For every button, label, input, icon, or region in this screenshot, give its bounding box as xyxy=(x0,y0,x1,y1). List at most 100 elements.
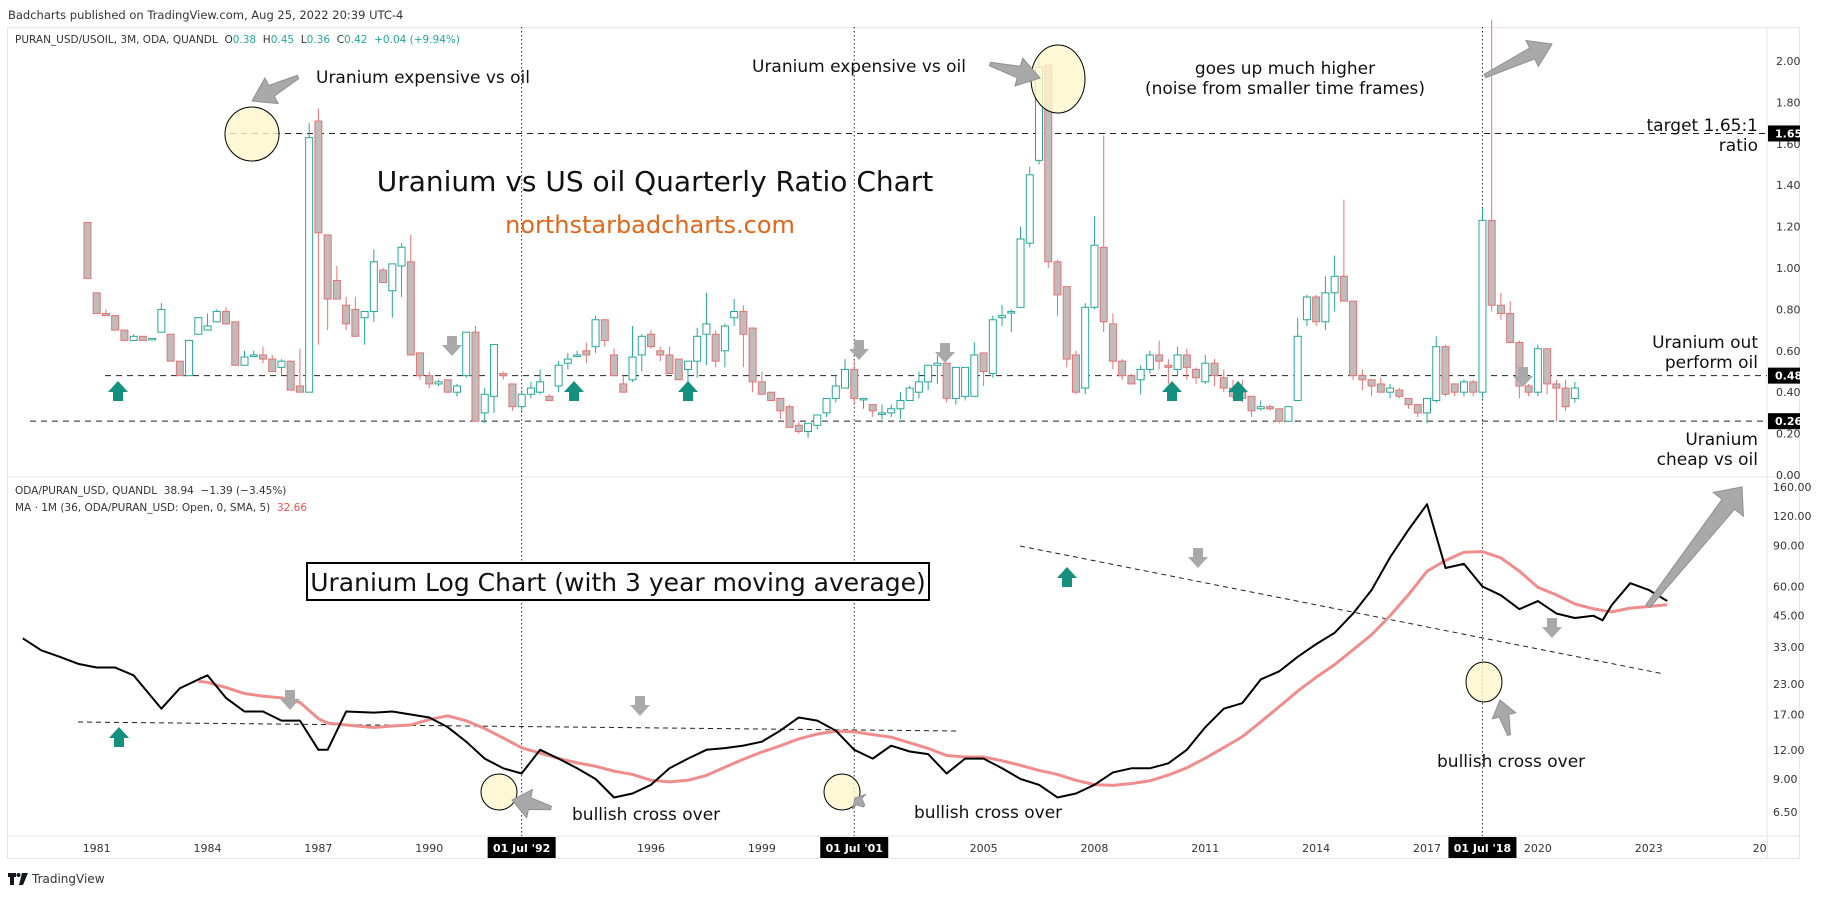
candle[interactable] xyxy=(998,305,1007,326)
candle[interactable] xyxy=(129,334,138,341)
candle[interactable] xyxy=(138,335,147,341)
candle[interactable] xyxy=(1376,377,1385,393)
candle[interactable] xyxy=(416,352,425,380)
candle[interactable] xyxy=(600,319,609,347)
candle[interactable] xyxy=(711,330,720,368)
candle[interactable] xyxy=(489,344,498,413)
candle[interactable] xyxy=(545,394,554,401)
candle[interactable] xyxy=(720,323,729,368)
candle[interactable] xyxy=(1349,300,1358,380)
candle[interactable] xyxy=(905,385,914,401)
candle[interactable] xyxy=(1469,379,1478,397)
candle[interactable] xyxy=(323,234,332,331)
candle[interactable] xyxy=(1053,259,1062,316)
candle[interactable] xyxy=(194,317,203,335)
candle[interactable] xyxy=(1450,383,1459,397)
candle[interactable] xyxy=(101,309,110,317)
candle[interactable] xyxy=(785,404,794,428)
candle[interactable] xyxy=(1459,379,1468,397)
candle[interactable] xyxy=(1275,408,1284,424)
candle[interactable] xyxy=(1016,226,1025,308)
candle[interactable] xyxy=(970,342,979,397)
candle[interactable] xyxy=(425,371,434,389)
candle[interactable] xyxy=(656,346,665,362)
candle[interactable] xyxy=(822,397,831,418)
candle[interactable] xyxy=(776,397,785,420)
candle[interactable] xyxy=(1561,379,1570,411)
candle[interactable] xyxy=(1386,383,1395,399)
candle[interactable] xyxy=(268,354,277,372)
candle[interactable] xyxy=(295,348,304,393)
candle[interactable] xyxy=(175,360,184,377)
candle[interactable] xyxy=(1543,348,1552,395)
candle[interactable] xyxy=(1256,400,1265,411)
candle[interactable] xyxy=(1099,135,1108,333)
candle[interactable] xyxy=(1247,395,1256,418)
candle[interactable] xyxy=(388,263,397,318)
candle[interactable] xyxy=(804,422,813,438)
candle[interactable] xyxy=(1478,207,1487,399)
candle[interactable] xyxy=(693,328,702,378)
candle[interactable] xyxy=(1413,404,1422,418)
candle[interactable] xyxy=(314,108,323,345)
candle[interactable] xyxy=(1127,373,1136,385)
candle[interactable] xyxy=(1395,388,1404,399)
candle[interactable] xyxy=(379,268,388,283)
candle[interactable] xyxy=(841,359,850,389)
candle[interactable] xyxy=(1432,336,1441,403)
candle[interactable] xyxy=(637,334,646,372)
candle[interactable] xyxy=(1284,406,1293,422)
candle[interactable] xyxy=(1219,369,1228,393)
lower-symbol[interactable]: ODA/PURAN_USD, QUANDL xyxy=(15,485,158,497)
candle[interactable] xyxy=(877,404,886,420)
candle[interactable] xyxy=(1441,344,1450,397)
candle[interactable] xyxy=(1025,166,1034,248)
candle[interactable] xyxy=(240,350,249,366)
ma-label[interactable]: MA · 1M (36, ODA/PURAN_USD: Open, 0, SMA… xyxy=(15,502,271,514)
price-line[interactable] xyxy=(22,503,1668,799)
candle[interactable] xyxy=(554,361,563,393)
candle[interactable] xyxy=(757,371,766,395)
candle[interactable] xyxy=(1201,354,1210,384)
candle[interactable] xyxy=(342,296,351,331)
candle[interactable] xyxy=(961,366,970,401)
candle[interactable] xyxy=(1192,367,1201,384)
candle[interactable] xyxy=(286,360,295,391)
candle[interactable] xyxy=(1090,216,1099,310)
candle[interactable] xyxy=(859,397,868,409)
candle[interactable] xyxy=(767,391,776,401)
tradingview-logo[interactable]: TradingView xyxy=(8,872,105,886)
candle[interactable] xyxy=(1118,359,1127,380)
candle[interactable] xyxy=(831,375,840,403)
website-label[interactable]: northstarbadcharts.com xyxy=(505,211,795,239)
candle[interactable] xyxy=(452,383,461,397)
candle[interactable] xyxy=(850,361,859,405)
candle[interactable] xyxy=(730,299,739,326)
candle[interactable] xyxy=(979,352,988,386)
candle[interactable] xyxy=(619,375,628,393)
candle[interactable] xyxy=(231,321,240,366)
candle[interactable] xyxy=(739,305,748,368)
candle[interactable] xyxy=(1145,350,1154,374)
candle[interactable] xyxy=(462,331,471,378)
candle[interactable] xyxy=(988,315,997,378)
candle[interactable] xyxy=(369,249,378,322)
candle[interactable] xyxy=(933,354,942,384)
candle[interactable] xyxy=(1155,340,1164,370)
candle[interactable] xyxy=(1108,313,1117,370)
candle[interactable] xyxy=(536,369,545,395)
candle[interactable] xyxy=(794,421,803,434)
candle[interactable] xyxy=(887,404,896,418)
candle[interactable] xyxy=(1367,379,1376,397)
candle[interactable] xyxy=(1423,397,1432,424)
candle[interactable] xyxy=(748,327,757,393)
candle[interactable] xyxy=(1496,292,1505,320)
candle[interactable] xyxy=(499,371,508,380)
candle[interactable] xyxy=(222,307,231,325)
candle[interactable] xyxy=(1164,359,1173,384)
candle[interactable] xyxy=(610,348,619,377)
candle[interactable] xyxy=(212,309,221,323)
candle[interactable] xyxy=(1321,276,1330,331)
candle[interactable] xyxy=(1007,309,1016,333)
